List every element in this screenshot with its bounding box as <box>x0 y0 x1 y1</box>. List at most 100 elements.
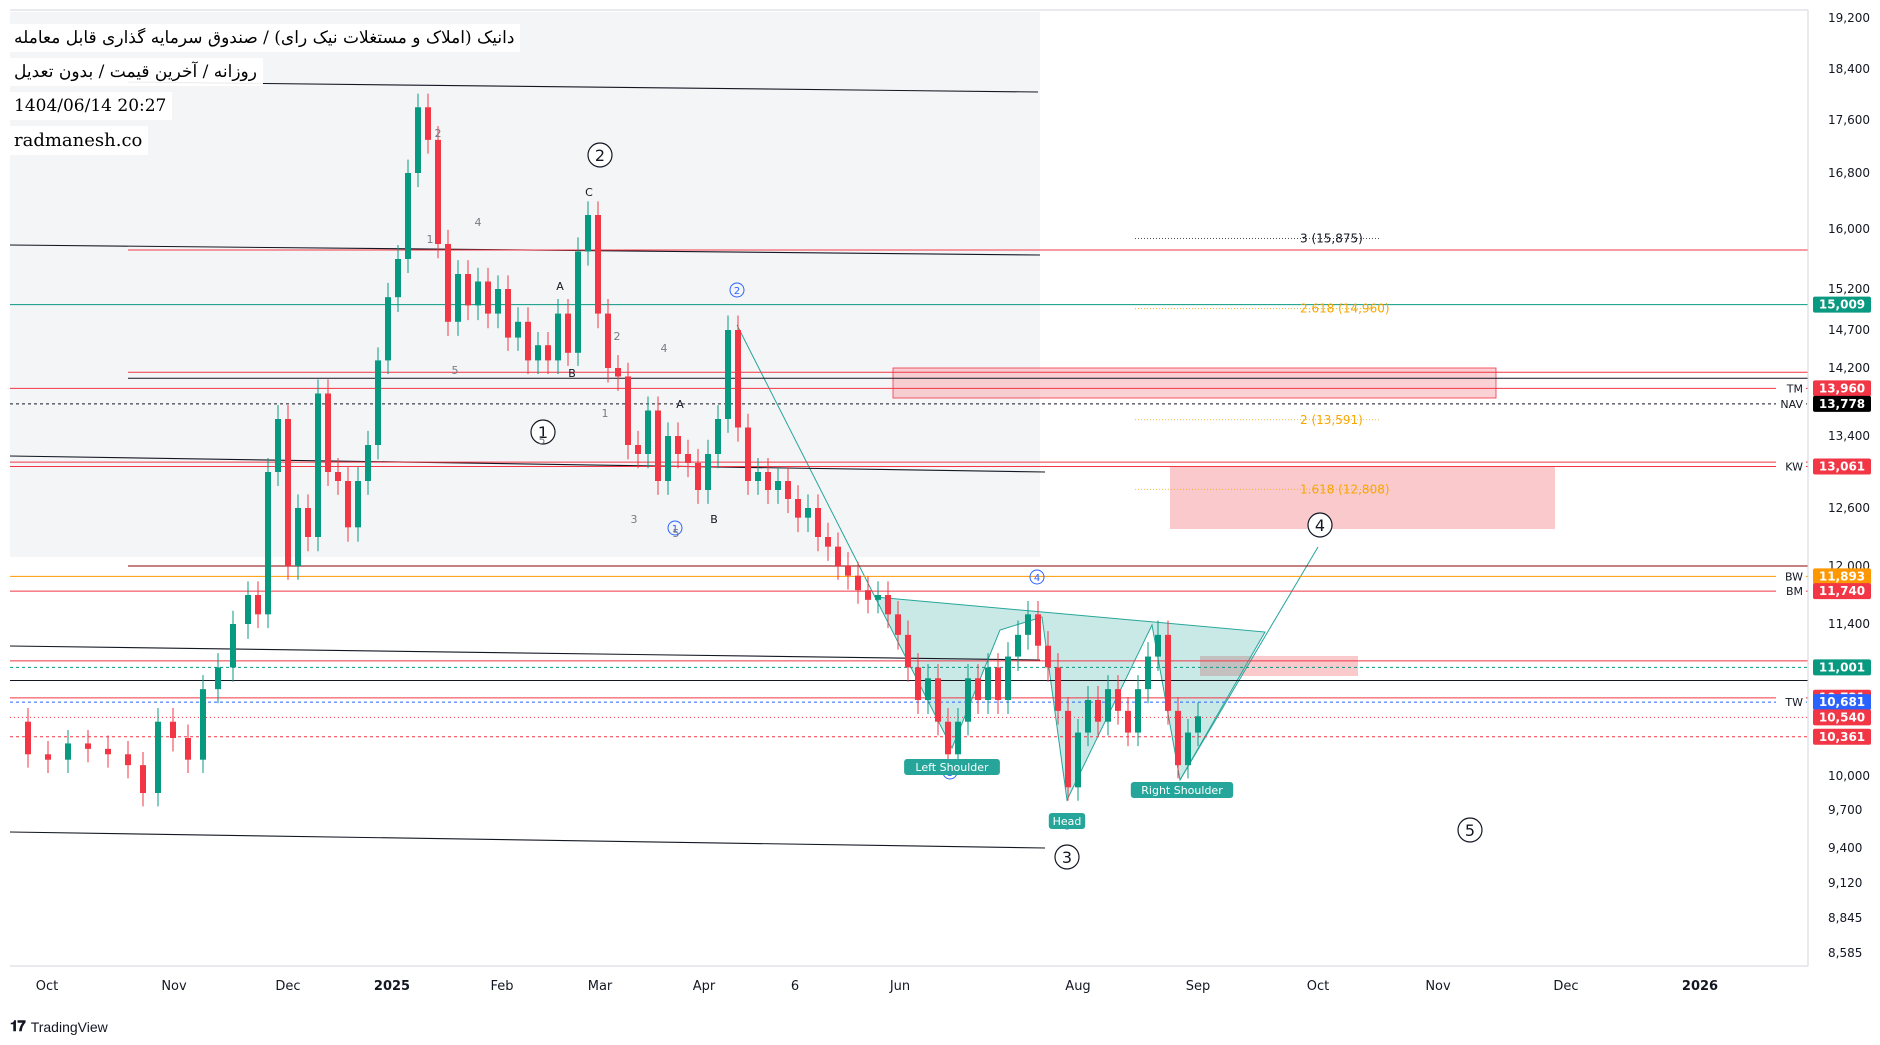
candle-body-31 <box>415 107 421 173</box>
pattern-label-0: Left Shoulder <box>915 761 989 774</box>
candle-body-7 <box>140 765 146 793</box>
supply-zone-upper <box>892 367 1497 399</box>
candle-body-67 <box>775 481 781 490</box>
candle-body-94 <box>1045 645 1051 668</box>
candle-body-59 <box>695 463 701 490</box>
y-tick-label: 19,200 <box>1828 11 1870 25</box>
candle-body-15 <box>255 595 261 615</box>
subwave-circle-label-0: 2 <box>734 286 740 297</box>
candle-body-53 <box>635 445 641 454</box>
price-badge-13,061 <box>1813 458 1871 475</box>
subwave-label-13: B <box>710 513 718 526</box>
candle-body-68 <box>785 481 791 499</box>
candle-body-79 <box>895 614 901 635</box>
price-tag-bg-BM <box>1776 583 1806 600</box>
candle-body-33 <box>435 139 441 244</box>
x-tick-label: Apr <box>693 979 716 994</box>
candle-body-49 <box>595 215 601 314</box>
candle-body-36 <box>465 274 471 306</box>
candle-body-17 <box>275 419 281 472</box>
candle-body-64 <box>745 427 751 481</box>
legend-datetime: 1404/06/14 20:27 <box>8 92 173 120</box>
footer-brand[interactable]: TradingView <box>30 1018 108 1035</box>
subwave-label-2: 4 <box>475 216 482 229</box>
candle-body-1 <box>25 721 31 755</box>
price-tag-bg-TW <box>1776 694 1806 711</box>
wave-circle-4 <box>1307 512 1333 538</box>
price-badge-label-11,893: 11,893 <box>1819 569 1865 583</box>
candle-body-14 <box>245 595 251 624</box>
candle-body-104 <box>1145 656 1151 690</box>
price-tag-BW: BW <box>1785 570 1803 583</box>
candle-body-102 <box>1125 710 1131 733</box>
y-tick-label: 16,000 <box>1828 222 1870 236</box>
channel-line-2 <box>9 645 1041 661</box>
y-tick-label: 13,400 <box>1828 429 1870 443</box>
price-badge-label-10,361: 10,361 <box>1819 730 1865 744</box>
projection-line-left <box>736 324 876 598</box>
candle-body-2 <box>45 754 51 760</box>
candle-body-38 <box>485 281 491 314</box>
price-badge-15,009 <box>1813 296 1871 313</box>
fib-label-1.618: 1.618 (12,808) <box>1300 482 1390 496</box>
y-tick-label: 18,400 <box>1828 62 1870 76</box>
tradingview-logo-icon[interactable]: 𝟏𝟕 <box>10 1018 26 1035</box>
price-badge-label-15,009: 15,009 <box>1819 298 1865 312</box>
candle-body-8 <box>155 721 161 793</box>
candle-body-81 <box>915 667 921 700</box>
candle-body-96 <box>1065 710 1071 788</box>
wave-label-5: 5 <box>1465 821 1475 840</box>
candle-body-6 <box>125 754 131 766</box>
subwave-label-6: B <box>568 367 576 380</box>
candle-body-46 <box>565 313 571 353</box>
candle-body-92 <box>1025 614 1031 635</box>
subwave-label-4: 5 <box>539 434 546 447</box>
y-tick-label: 8,845 <box>1828 911 1862 925</box>
candle-body-27 <box>375 360 381 445</box>
candle-body-70 <box>805 508 811 518</box>
subwave-label-1: 1 <box>427 233 434 246</box>
price-tag-bg-KW <box>1776 458 1806 475</box>
candle-body-26 <box>365 445 371 481</box>
candle-body-19 <box>295 508 301 566</box>
candle-body-97 <box>1075 732 1081 788</box>
subwave-circle-0 <box>729 282 745 298</box>
candle-body-10 <box>185 738 191 760</box>
y-tick-label: 9,700 <box>1828 803 1862 817</box>
subwave-label-14: 5 <box>673 527 680 540</box>
candle-body-74 <box>845 566 851 576</box>
candle-body-28 <box>385 297 391 361</box>
candle-body-93 <box>1035 614 1041 646</box>
pattern-label-1: Head <box>1053 815 1082 828</box>
candle-body-21 <box>315 393 321 537</box>
subwave-label-3: 5 <box>452 364 459 377</box>
price-badge-11,001 <box>1813 659 1871 676</box>
y-tick-label: 12,600 <box>1828 501 1870 515</box>
x-tick-label: Aug <box>1065 979 1090 994</box>
supply-zone-mid <box>1170 466 1555 529</box>
wave-label-1: 1 <box>538 423 548 442</box>
subwave-label-10: 4 <box>661 342 668 355</box>
x-tick-label: Mar <box>588 979 613 994</box>
y-tick-label: 14,700 <box>1828 323 1870 337</box>
candle-body-11 <box>200 689 206 760</box>
candle-body-13 <box>230 624 236 668</box>
candle-body-23 <box>335 472 341 481</box>
x-tick-label: 2025 <box>374 979 410 994</box>
candle-body-89 <box>995 667 1001 700</box>
candle-body-76 <box>865 590 871 600</box>
subwave-label-0: 2 <box>435 127 442 140</box>
y-tick-label: 17,600 <box>1828 113 1870 127</box>
candle-body-45 <box>555 313 561 361</box>
channel-line-4 <box>127 81 1039 93</box>
wave-circle-5 <box>1457 817 1483 843</box>
candle-body-78 <box>885 595 891 615</box>
candle-body-72 <box>825 537 831 547</box>
candle-body-65 <box>755 472 761 481</box>
pattern-tag-1 <box>1048 813 1086 829</box>
subwave-label-5: A <box>556 280 564 293</box>
candle-body-95 <box>1055 667 1061 711</box>
x-tick-label: Feb <box>490 979 513 994</box>
